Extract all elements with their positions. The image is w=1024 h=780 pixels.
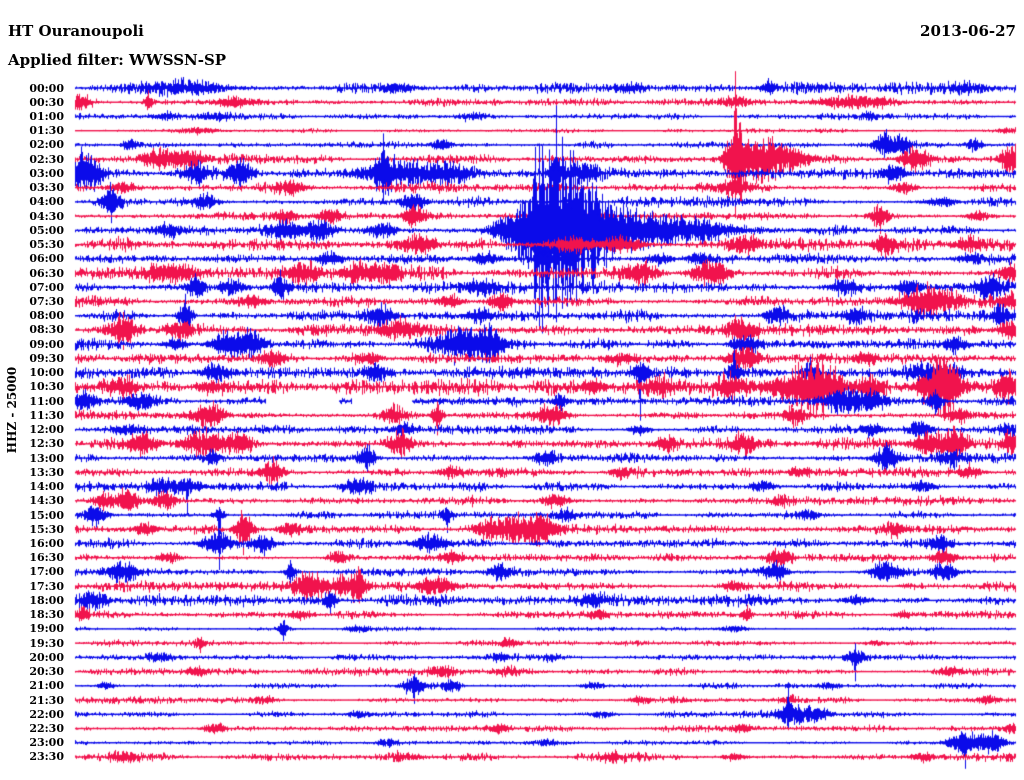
time-label: 18:30 xyxy=(29,608,64,622)
time-label: 07:30 xyxy=(29,295,64,308)
time-label: 13:00 xyxy=(29,451,64,465)
time-label: 17:00 xyxy=(29,565,64,579)
applied-filter-label: Applied filter: WWSSN-SP xyxy=(8,51,227,69)
time-label: 08:30 xyxy=(29,323,64,337)
time-label: 07:00 xyxy=(29,280,64,294)
time-label: 06:30 xyxy=(29,266,64,280)
time-label: 01:00 xyxy=(29,109,64,123)
time-label: 00:30 xyxy=(29,95,64,109)
time-label: 20:00 xyxy=(29,650,64,664)
time-label: 11:00 xyxy=(29,394,64,408)
time-label: 16:00 xyxy=(29,536,64,550)
time-label: 20:30 xyxy=(29,665,64,679)
time-label: 02:00 xyxy=(29,138,64,152)
time-label: 09:00 xyxy=(29,337,64,351)
station-title: HT Ouranoupoli xyxy=(8,22,144,40)
time-label: 15:00 xyxy=(29,508,64,522)
time-label: 21:30 xyxy=(29,693,64,707)
time-label: 00:00 xyxy=(29,81,64,95)
date-label: 2013-06-27 xyxy=(920,22,1016,40)
time-label: 22:00 xyxy=(29,707,64,721)
time-label: 11:30 xyxy=(29,408,64,422)
time-label: 03:00 xyxy=(29,166,64,180)
time-label: 08:00 xyxy=(29,309,64,323)
time-label: 13:30 xyxy=(29,465,64,479)
time-label: 06:00 xyxy=(29,252,64,266)
time-label: 10:30 xyxy=(29,380,64,394)
time-label: 02:30 xyxy=(29,152,64,166)
time-label: 05:30 xyxy=(29,238,64,252)
time-label: 14:00 xyxy=(29,480,64,494)
time-label: 04:30 xyxy=(29,209,64,223)
time-label: 04:00 xyxy=(29,195,64,209)
time-label: 21:00 xyxy=(29,679,64,693)
time-label: 01:30 xyxy=(29,124,64,138)
time-label: 17:30 xyxy=(29,579,64,593)
time-label: 10:00 xyxy=(29,366,64,380)
time-label: 19:30 xyxy=(29,636,64,650)
time-label: 23:00 xyxy=(29,736,64,750)
time-label: 05:00 xyxy=(29,223,64,237)
time-label: 19:00 xyxy=(29,622,64,636)
time-label: 03:30 xyxy=(29,181,64,195)
time-label: 22:30 xyxy=(29,722,64,736)
time-label: 18:00 xyxy=(29,593,64,607)
time-label: 14:30 xyxy=(29,494,64,508)
time-label: 12:00 xyxy=(29,423,64,437)
time-label: 15:30 xyxy=(29,522,64,536)
time-label: 16:30 xyxy=(29,551,64,565)
time-label: 23:30 xyxy=(29,750,64,764)
time-label: 12:30 xyxy=(29,437,64,451)
time-label: 09:30 xyxy=(29,351,64,365)
